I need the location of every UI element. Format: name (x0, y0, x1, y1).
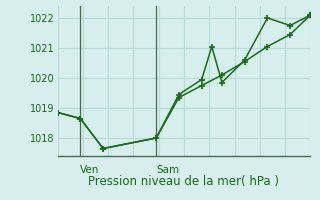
Text: Sam: Sam (156, 165, 179, 175)
X-axis label: Pression niveau de la mer( hPa ): Pression niveau de la mer( hPa ) (89, 175, 279, 188)
Text: Ven: Ven (80, 165, 100, 175)
